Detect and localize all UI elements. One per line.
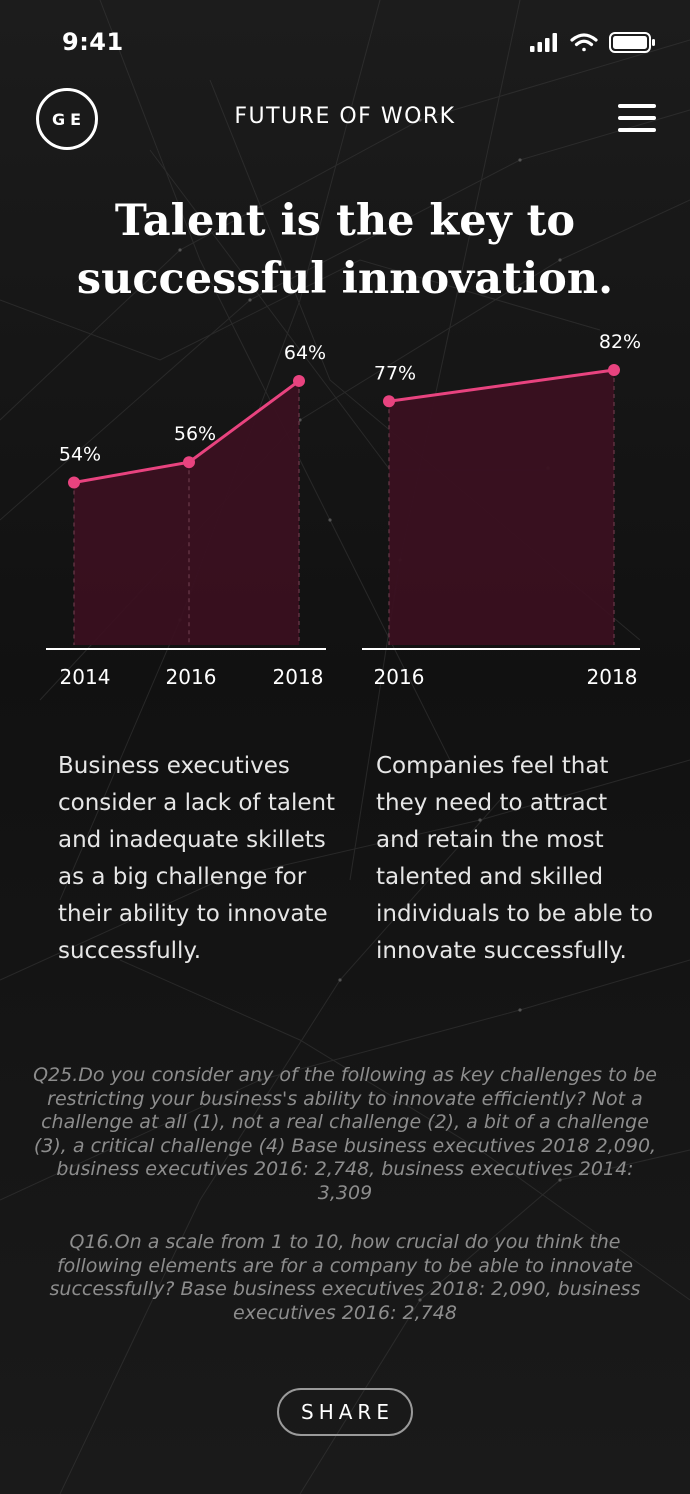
share-button[interactable]: SHARE xyxy=(277,1388,413,1436)
chart-1-point xyxy=(183,456,195,469)
hamburger-menu-icon[interactable] xyxy=(618,104,656,132)
chart-2-data-label: 82% xyxy=(599,331,641,353)
chart-2-point xyxy=(608,364,620,376)
description-right: Companies feel that they need to attract… xyxy=(376,753,654,964)
chart-2-series-line xyxy=(388,368,615,403)
status-time: 9:41 xyxy=(62,28,124,56)
chart-1-area xyxy=(74,380,299,645)
chart-2-data-label: 77% xyxy=(374,362,416,384)
description-left: Business executives consider a lack of t… xyxy=(58,753,336,964)
chart-2-point xyxy=(383,395,395,408)
footnote-q16: Q16.On a scale from 1 to 10, how crucial… xyxy=(49,1231,641,1324)
chart-1-data-label: 54% xyxy=(59,444,101,466)
wifi-icon xyxy=(570,33,598,52)
chart-1-tick-label: 2018 xyxy=(273,665,324,689)
chart-2-area xyxy=(389,370,614,645)
chart-2-tick-label: 2018 xyxy=(587,665,638,689)
status-icons xyxy=(530,32,655,53)
chart-1-point xyxy=(68,476,80,489)
signal-bars-icon xyxy=(530,33,557,52)
status-bar: 9:41 xyxy=(0,0,690,88)
nav-bar: GE FUTURE OF WORK xyxy=(0,88,690,150)
chart-1-data-label: 56% xyxy=(174,423,216,445)
chart-1-tick-label: 2016 xyxy=(166,665,217,689)
page-headline: Talent is the key to successful innovati… xyxy=(76,196,614,304)
footnote-q25: Q25.Do you consider any of the following… xyxy=(33,1064,657,1204)
chart-1-tick-label: 2014 xyxy=(60,665,111,689)
chart-2-tick-label: 2016 xyxy=(374,665,425,689)
battery-icon xyxy=(609,32,655,53)
charts-area: 54% 2014 56% 2016 64% 2018 77% 2016 82% 2018 xyxy=(46,331,641,689)
chart-1-point xyxy=(293,374,305,387)
ge-logo[interactable]: GE xyxy=(36,88,98,150)
nav-title: FUTURE OF WORK xyxy=(234,104,456,129)
chart-1-data-label: 64% xyxy=(284,342,326,364)
